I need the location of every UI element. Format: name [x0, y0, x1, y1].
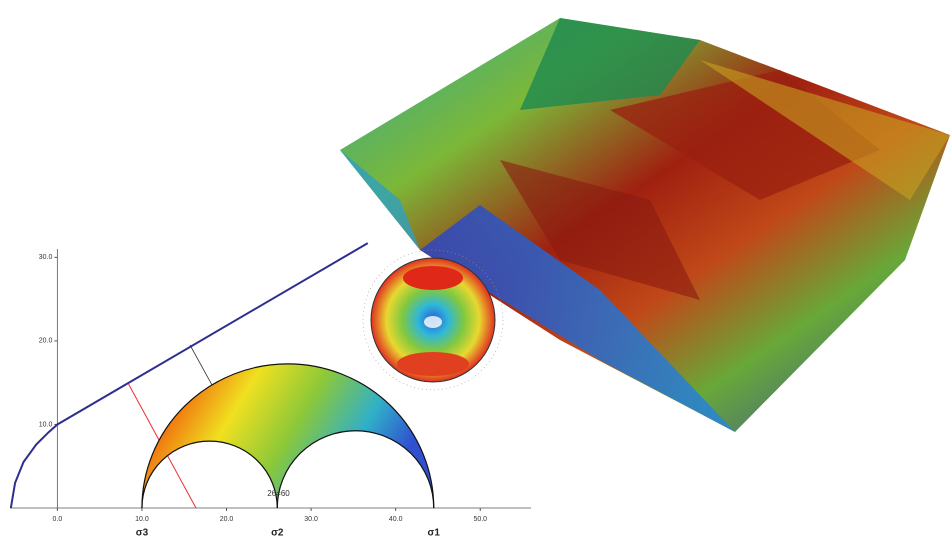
x-tick-label: 10.0	[135, 516, 149, 523]
surface-green-ridge	[520, 18, 700, 110]
stereonet-bottom-lobe	[397, 352, 469, 376]
surface-yellow-zone	[700, 60, 950, 200]
x-tick-label: 50.0	[473, 516, 487, 523]
x-tick-label: 0.0	[52, 516, 62, 523]
y-tick-label: 20.0	[39, 338, 53, 345]
mohr-circle	[141, 440, 278, 509]
angle-annotation: 2θ=60	[267, 489, 290, 498]
y-tick-label: 30.0	[39, 254, 53, 261]
mohr-plot: 0.0 10.0 20.0 30.0 40.0 50.0 10.0 20.0 30.0 σ3 σ2 σ…	[9, 242, 531, 539]
x-tick-label: 40.0	[389, 516, 403, 523]
y-tick-label: 10.0	[39, 421, 53, 428]
principal-stress-label: σ3	[136, 528, 149, 537]
mohr-region	[141, 363, 434, 508]
stereonet-top-lobe	[403, 266, 463, 290]
stereonet-center	[424, 316, 442, 328]
principal-stress-label: σ2	[271, 528, 284, 537]
failure-envelope	[9, 242, 369, 509]
x-tick-label: 20.0	[220, 516, 234, 523]
x-tick-label: 30.0	[304, 516, 318, 523]
surface-edge	[340, 150, 420, 250]
surface-red-band	[500, 160, 700, 300]
mohr-circle	[276, 430, 435, 509]
principal-stress-label: σ1	[428, 528, 441, 537]
stereonet	[362, 249, 504, 391]
mohr-circle	[141, 363, 435, 509]
normal-line	[189, 344, 213, 386]
surface-3d	[340, 18, 950, 432]
surface-blue-slope	[420, 205, 735, 432]
stereonet-ring	[362, 249, 504, 391]
